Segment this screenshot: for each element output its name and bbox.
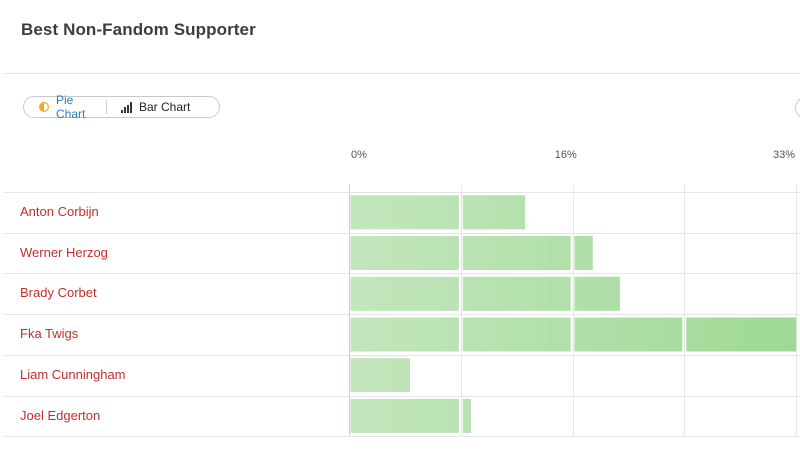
bar-segment [574,317,683,352]
bar-segment [350,236,459,270]
pie-chart-label: Pie Chart [56,93,86,121]
bar-segment [574,236,593,270]
pie-chart-button[interactable]: Pie Chart [24,93,106,121]
bar-segment [462,236,571,270]
bar-chart-icon [121,101,133,113]
header-divider [4,73,800,74]
x-tick-label: 33% [772,149,796,161]
page-title: Best Non-Fandom Supporter [21,20,256,39]
category-label[interactable]: Joel Edgerton [20,407,101,423]
category-label[interactable]: Liam Cunningham [20,366,126,382]
bar-segment [350,195,459,230]
bar-segment [462,398,471,433]
category-label[interactable]: Werner Herzog [20,244,108,260]
bar-segment [686,317,797,352]
bar-segment [350,317,459,352]
bar-chart-label: Bar Chart [139,100,191,114]
bar-segment [462,276,571,311]
category-label[interactable]: Brady Corbet [20,285,97,301]
toggle-separator [106,100,107,114]
bar-segment [350,276,459,311]
bar-segment [350,398,459,433]
bar-segment [574,276,620,311]
bar-segment [462,317,571,352]
x-tick-label: 0% [351,149,367,161]
chart-type-toggle: Pie Chart Bar Chart [23,93,220,121]
category-label[interactable]: Fka Twigs [20,326,79,342]
bar-segment [462,195,526,230]
bar-segment [350,358,410,393]
category-label[interactable]: Anton Corbijn [20,204,99,219]
pie-chart-icon [38,101,50,113]
bar-chart-button[interactable]: Bar Chart [107,97,190,117]
x-tick-label: 16% [554,149,577,161]
